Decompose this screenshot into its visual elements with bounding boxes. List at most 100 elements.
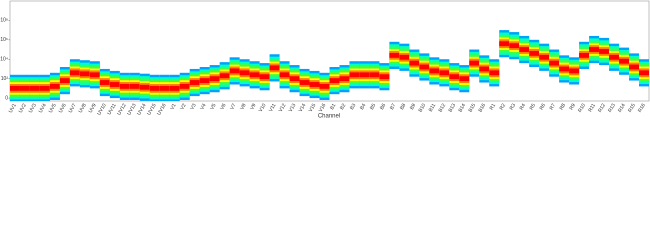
band-center [519,47,530,52]
x-tick-label: V14 [298,102,308,113]
band-center [19,85,30,91]
band-center [319,83,330,89]
x-tick-label: V11 [268,102,278,113]
band-center [99,80,110,85]
band-center [499,41,510,47]
band-center [169,85,180,91]
x-tick-label: B1 [329,102,337,110]
plot-frame [9,0,650,102]
x-tick-label: R6 [539,102,548,111]
x-tick-label: V15 [308,102,318,113]
y-tick-label: 10⁸ [0,18,8,24]
y-tick-label: 10⁶ [0,37,8,43]
x-tick-label: R14 [617,102,627,113]
x-tick-label: B3 [349,102,357,110]
band-center [269,65,280,71]
band-center [49,83,60,89]
x-tick-label: R1 [489,102,498,111]
x-tick-label: R9 [569,102,578,111]
x-tick-label: B5 [369,102,377,110]
x-tick-label: B4 [359,102,367,110]
x-tick-label: B14 [458,102,468,113]
band-center [139,84,150,90]
x-tick-label: UV6 [58,102,68,114]
x-tick-label: B13 [448,102,458,113]
x-tick-label: V4 [199,102,207,110]
x-tick-label: UV1 [8,102,18,114]
band-center [189,80,200,85]
band-center [209,76,220,82]
x-tick-label: V9 [249,102,257,110]
x-tick-label: UV4 [38,102,48,114]
band-center [309,82,320,87]
band-center [429,68,440,74]
band-center [459,76,470,82]
x-tick-label: R3 [509,102,518,111]
x-tick-label: V5 [209,102,217,110]
y-tick-label: 10⁴ [0,57,8,63]
band-center [369,72,380,78]
x-tick-label: R11 [587,102,597,113]
band-center [619,58,630,64]
band-center [479,66,490,72]
band-center [89,72,100,78]
band-center [409,60,420,66]
x-tick-label: UV12 [116,102,128,116]
band-center [119,83,130,89]
band-center [579,52,590,58]
x-tick-label: UV9 [88,102,98,114]
band-center [259,74,270,80]
band-center [10,85,20,91]
x-tick-label: V16 [318,102,328,113]
band-center [549,60,560,66]
x-tick-label: R13 [607,102,617,113]
band-center [149,85,160,91]
x-tick-label: B16 [477,102,487,113]
x-tick-label: R12 [597,102,607,113]
x-tick-label: UV14 [136,102,148,116]
y-tick-label: 0 [5,95,8,101]
x-tick-label: UV2 [18,102,28,114]
x-tick-label: R4 [519,102,528,111]
band-center [59,78,70,84]
band-center [349,72,360,78]
x-tick-label: UV7 [68,102,78,114]
x-tick-label: V8 [239,102,247,110]
band-center [559,66,570,72]
x-tick-label: UV13 [126,102,138,116]
x-tick-label: B10 [418,102,428,113]
x-tick-label: B8 [399,102,407,110]
band-center [179,83,190,89]
x-tick-label: R7 [549,102,558,111]
x-tick-label: R10 [577,102,587,113]
band-center [449,74,460,80]
x-tick-label: UV15 [146,102,158,116]
x-tick-label: B9 [409,102,417,110]
band-center [589,47,600,52]
band-center [639,70,649,76]
band-center [529,50,540,56]
x-tick-label: V1 [169,102,177,110]
x-tick-label: V7 [229,102,237,110]
band-center [509,43,520,49]
band-center [39,85,50,91]
x-tick-label: R15 [627,102,637,113]
band-center [239,70,250,76]
x-tick-label: R2 [499,102,508,111]
band-center [129,83,140,89]
band-center [489,70,500,76]
band-center [569,68,580,74]
band-center [609,54,620,60]
band-center [289,76,300,82]
x-tick-label: V10 [258,102,268,113]
x-tick-label: UV5 [48,102,58,114]
band-center [399,54,410,60]
x-axis-label: Channel [318,114,340,120]
band-center [29,85,40,91]
band-center [299,80,310,85]
band-center [159,85,170,91]
x-tick-label: B12 [438,102,448,113]
x-tick-label: B11 [428,102,438,113]
band-center [539,54,550,60]
x-tick-label: V12 [278,102,288,113]
